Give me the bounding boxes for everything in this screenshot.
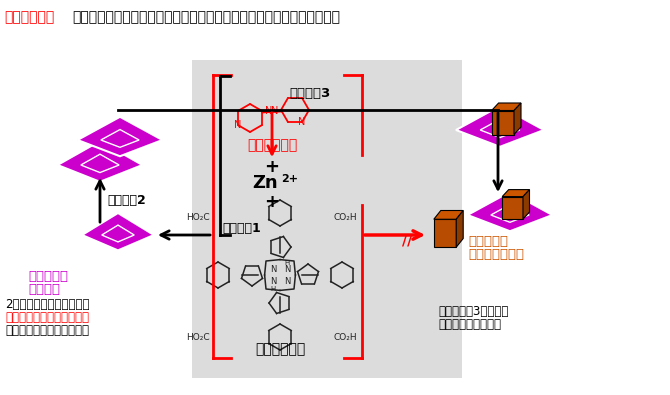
Text: ステージ2: ステージ2 — [107, 194, 146, 207]
Text: アゾピリジン: アゾピリジン — [4, 10, 54, 24]
Text: N: N — [265, 107, 272, 117]
Text: が取り込まれ、ピンク色の結晶の中央から新たに濃い赤色の結晶が成長: が取り込まれ、ピンク色の結晶の中央から新たに濃い赤色の結晶が成長 — [72, 10, 340, 24]
Text: H: H — [284, 260, 289, 266]
Text: N: N — [270, 278, 276, 286]
Text: ブロック状結晶: ブロック状結晶 — [468, 248, 524, 261]
Text: ステージ3: ステージ3 — [289, 87, 330, 100]
Text: HO₂C: HO₂C — [186, 333, 210, 342]
Text: ピンク色の: ピンク色の — [28, 270, 68, 283]
Text: 2成分結晶が形成される。: 2成分結晶が形成される。 — [5, 298, 90, 311]
Polygon shape — [58, 141, 143, 182]
Text: CO₂H: CO₂H — [333, 213, 357, 222]
Text: だけが形成される。: だけが形成される。 — [438, 318, 501, 331]
Text: 最終的には3成分結晶: 最終的には3成分結晶 — [438, 305, 509, 318]
Text: +: + — [265, 193, 279, 211]
Text: ポルフィリン: ポルフィリン — [255, 342, 305, 356]
Text: 濃い赤色の: 濃い赤色の — [468, 235, 508, 248]
Text: N: N — [271, 107, 278, 117]
Text: //: // — [402, 233, 412, 247]
Polygon shape — [492, 103, 521, 111]
Text: 結晶には取り込まれない。: 結晶には取り込まれない。 — [5, 324, 89, 337]
Polygon shape — [468, 192, 553, 231]
Polygon shape — [82, 213, 154, 250]
FancyBboxPatch shape — [192, 60, 462, 378]
Text: N: N — [284, 278, 290, 286]
Polygon shape — [78, 117, 163, 156]
Text: +: + — [265, 158, 279, 176]
Text: N: N — [298, 117, 306, 127]
Polygon shape — [523, 190, 529, 219]
Polygon shape — [502, 197, 523, 219]
Text: 板状結晶: 板状結晶 — [28, 283, 60, 296]
Polygon shape — [514, 103, 521, 135]
Polygon shape — [433, 219, 456, 247]
Text: アゾピリジン: アゾピリジン — [247, 138, 297, 152]
Text: H: H — [271, 286, 275, 292]
Polygon shape — [456, 106, 544, 147]
Text: Zn: Zn — [252, 174, 278, 192]
Text: CO₂H: CO₂H — [333, 333, 357, 342]
Text: HO₂C: HO₂C — [186, 213, 210, 222]
Polygon shape — [456, 211, 463, 247]
Text: N: N — [270, 265, 276, 275]
Text: N: N — [234, 120, 242, 130]
Text: ステージ1: ステージ1 — [222, 222, 261, 235]
Polygon shape — [433, 211, 463, 219]
Polygon shape — [492, 111, 514, 135]
Text: N: N — [284, 265, 290, 275]
Text: アゾピリジンはピンク色の: アゾピリジンはピンク色の — [5, 311, 89, 324]
Text: 2+: 2+ — [281, 174, 298, 184]
Polygon shape — [502, 190, 529, 197]
